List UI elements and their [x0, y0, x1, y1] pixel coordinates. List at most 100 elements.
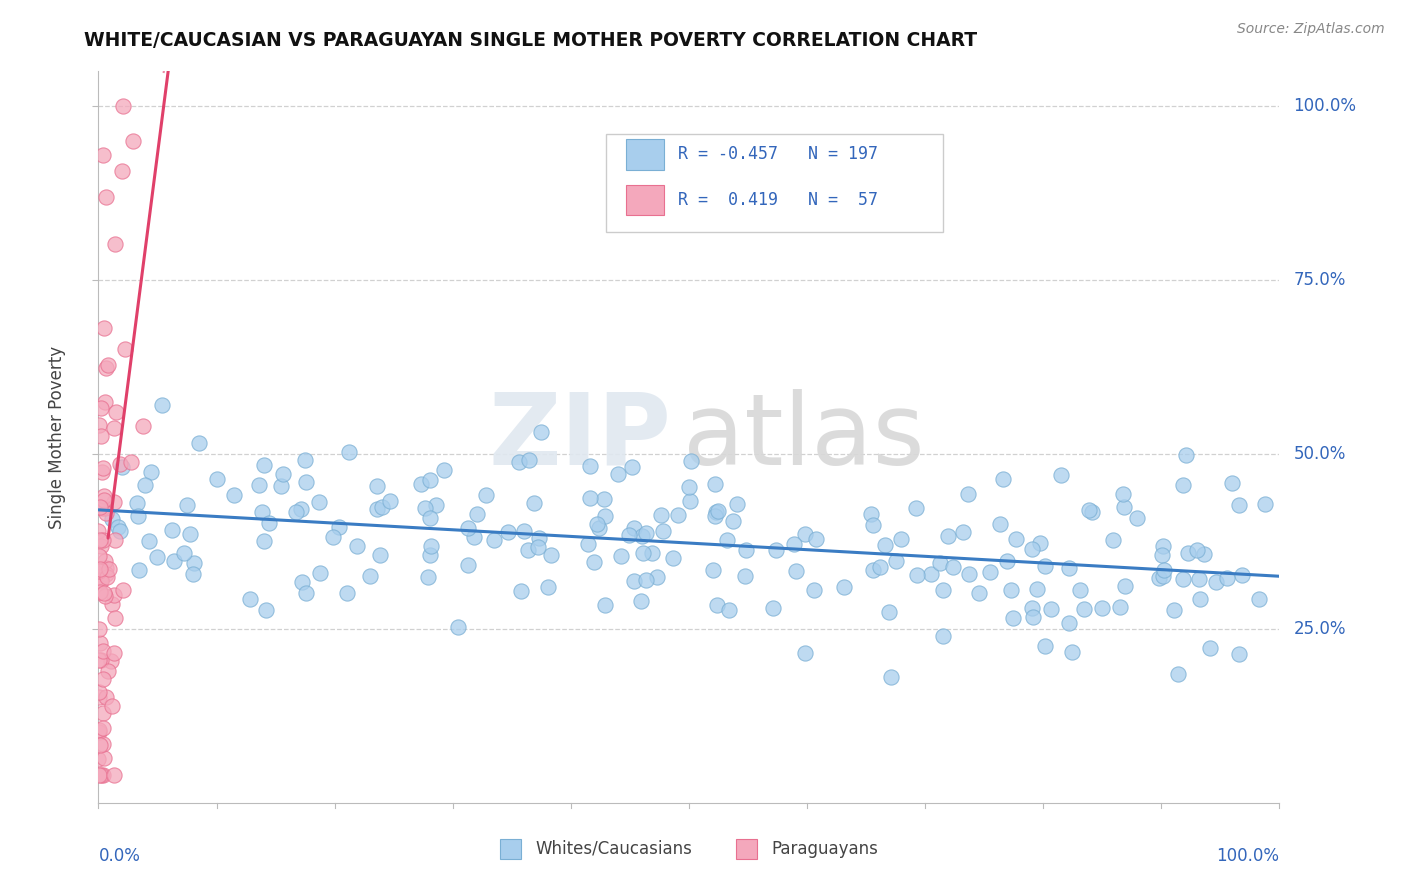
Point: [90, 574, 112, 588]
Point: [120, 454, 142, 468]
Point: [253, 458, 276, 472]
Point: [433, 463, 456, 477]
Point: [474, 487, 496, 501]
Point: [723, 514, 745, 528]
Point: [366, 479, 388, 493]
Point: [834, 581, 856, 595]
Point: [621, 459, 644, 474]
Point: [465, 508, 488, 522]
Point: [1149, 571, 1171, 585]
Point: [1152, 568, 1174, 582]
Point: [112, 99, 135, 113]
Point: [87, 724, 110, 739]
Point: [679, 493, 702, 508]
Point: [1114, 579, 1136, 593]
Point: [482, 533, 505, 548]
Point: [1171, 477, 1194, 491]
Point: [1109, 599, 1132, 614]
Point: [785, 564, 807, 578]
Point: [905, 568, 928, 582]
Point: [294, 452, 316, 467]
Point: [87, 768, 110, 782]
Point: [97, 664, 120, 678]
Point: [111, 459, 134, 474]
Point: [89, 723, 111, 737]
Point: [1227, 647, 1250, 661]
Point: [1247, 591, 1270, 606]
Point: [89, 585, 111, 599]
Point: [134, 477, 156, 491]
FancyBboxPatch shape: [626, 139, 664, 169]
Point: [93, 395, 115, 409]
Point: [89, 636, 111, 650]
Point: [368, 549, 391, 563]
Point: [1112, 487, 1135, 501]
Point: [150, 398, 173, 412]
Point: [803, 583, 825, 598]
Point: [1057, 615, 1080, 630]
Point: [793, 527, 815, 541]
Text: atlas: atlas: [683, 389, 925, 485]
Point: [794, 646, 817, 660]
Point: [409, 476, 432, 491]
Point: [131, 419, 153, 434]
Point: [1073, 602, 1095, 616]
Point: [222, 488, 245, 502]
FancyBboxPatch shape: [501, 838, 522, 859]
Point: [98, 562, 121, 576]
Point: [89, 533, 111, 547]
Point: [336, 586, 359, 600]
Point: [419, 473, 441, 487]
Point: [295, 586, 318, 600]
Point: [94, 190, 117, 204]
Point: [942, 560, 965, 574]
Point: [1188, 573, 1211, 587]
Point: [112, 582, 135, 597]
Point: [931, 628, 953, 642]
Point: [952, 524, 974, 539]
Point: [247, 478, 270, 492]
Point: [89, 690, 111, 704]
Text: 50.0%: 50.0%: [1294, 445, 1346, 464]
Point: [87, 417, 110, 432]
Point: [141, 465, 163, 479]
Point: [138, 533, 160, 548]
Point: [1021, 601, 1043, 615]
Point: [1189, 591, 1212, 606]
Point: [904, 501, 927, 516]
Point: [103, 646, 125, 660]
Point: [101, 597, 124, 611]
Point: [91, 768, 114, 782]
Point: [579, 491, 602, 506]
Point: [1029, 535, 1052, 549]
Point: [704, 505, 727, 519]
Point: [1000, 583, 1022, 598]
Point: [1112, 500, 1135, 515]
Point: [176, 498, 198, 512]
Point: [679, 453, 702, 467]
Text: 100.0%: 100.0%: [1216, 847, 1279, 864]
Point: [877, 605, 900, 619]
FancyBboxPatch shape: [606, 134, 943, 232]
Point: [94, 500, 117, 515]
Point: [181, 567, 204, 582]
Point: [651, 524, 673, 538]
Point: [125, 496, 148, 510]
FancyBboxPatch shape: [737, 838, 758, 859]
Point: [89, 684, 111, 698]
Point: [90, 539, 112, 553]
Point: [346, 540, 368, 554]
Point: [527, 531, 550, 545]
Point: [309, 566, 332, 581]
Point: [782, 536, 804, 550]
Point: [1171, 572, 1194, 586]
Point: [89, 500, 111, 514]
Point: [93, 489, 115, 503]
FancyBboxPatch shape: [626, 185, 664, 216]
Point: [765, 542, 787, 557]
Point: [284, 505, 307, 519]
Point: [725, 497, 748, 511]
Point: [862, 518, 884, 533]
Point: [419, 510, 441, 524]
Point: [1033, 559, 1056, 574]
